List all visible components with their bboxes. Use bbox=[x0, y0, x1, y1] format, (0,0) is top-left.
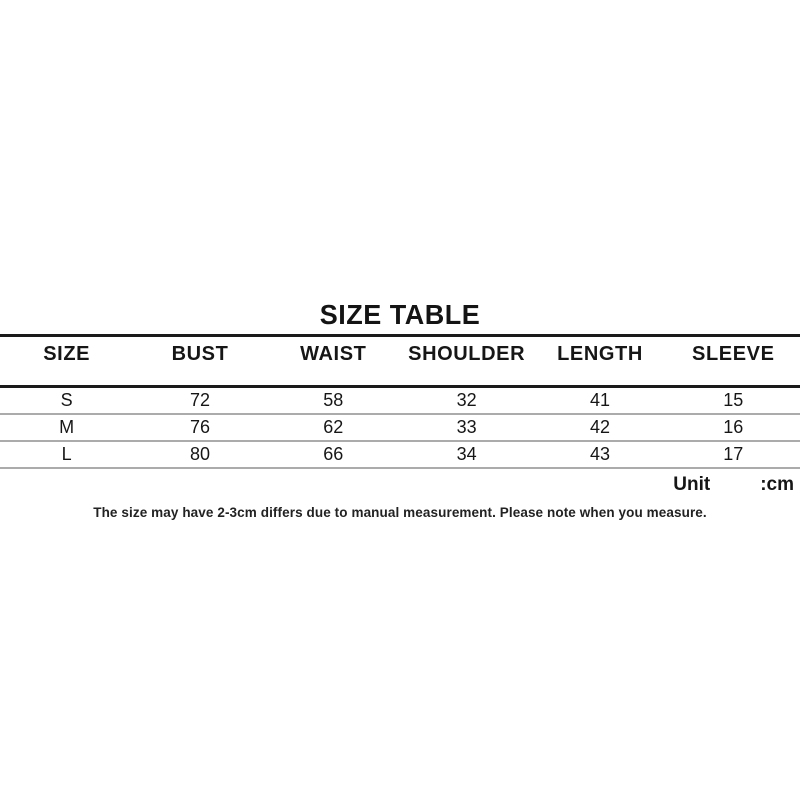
cell-m-shoulder: 33 bbox=[456, 417, 477, 437]
cell-s-length: 41 bbox=[589, 390, 610, 410]
unit-row: Unit :cm bbox=[0, 469, 800, 496]
cell-s-bust: 72 bbox=[189, 390, 210, 410]
cell-l-sleeve: 17 bbox=[723, 444, 744, 464]
cell-s-size: S bbox=[60, 390, 73, 410]
unit-label: Unit bbox=[673, 474, 711, 495]
table-row-m: M 76 62 33 42 16 bbox=[0, 415, 800, 440]
unit-value: :cm bbox=[760, 474, 794, 495]
cell-l-length: 43 bbox=[589, 444, 610, 464]
header-cell-shoulder: SHOULDER bbox=[408, 343, 526, 365]
cell-m-length: 42 bbox=[589, 417, 610, 437]
table-row-l: L 80 66 34 43 17 bbox=[0, 442, 800, 467]
top-rule bbox=[0, 334, 800, 337]
page-title: SIZE TABLE bbox=[319, 299, 481, 331]
cell-s-waist: 58 bbox=[323, 390, 344, 410]
cell-m-sleeve: 16 bbox=[723, 417, 744, 437]
header-cell-waist: WAIST bbox=[300, 343, 367, 365]
measurement-note: The size may have 2-3cm differs due to m… bbox=[93, 505, 707, 520]
row-separator bbox=[0, 440, 800, 442]
table-header-row: SIZE BUST WAIST SHOULDER LENGTH SLEEVE bbox=[0, 337, 800, 385]
cell-l-bust: 80 bbox=[189, 444, 210, 464]
table-bottom-rule bbox=[0, 467, 800, 469]
cell-l-shoulder: 34 bbox=[456, 444, 477, 464]
header-cell-length: LENGTH bbox=[557, 343, 643, 365]
cell-m-size: M bbox=[59, 417, 75, 437]
cell-l-size: L bbox=[61, 444, 72, 464]
cell-m-waist: 62 bbox=[323, 417, 344, 437]
row-separator bbox=[0, 413, 800, 415]
table-row-s: S 72 58 32 41 15 bbox=[0, 388, 800, 413]
size-table-block: SIZE TABLE SIZE BUST WAIST SHOULDER LENG… bbox=[0, 296, 800, 520]
header-cell-bust: BUST bbox=[171, 343, 229, 365]
cell-s-sleeve: 15 bbox=[723, 390, 744, 410]
cell-s-shoulder: 32 bbox=[456, 390, 477, 410]
header-bottom-rule bbox=[0, 385, 800, 388]
cell-l-waist: 66 bbox=[323, 444, 344, 464]
cell-m-bust: 76 bbox=[189, 417, 210, 437]
header-cell-size: SIZE bbox=[43, 343, 91, 365]
header-cell-sleeve: SLEEVE bbox=[692, 343, 775, 365]
